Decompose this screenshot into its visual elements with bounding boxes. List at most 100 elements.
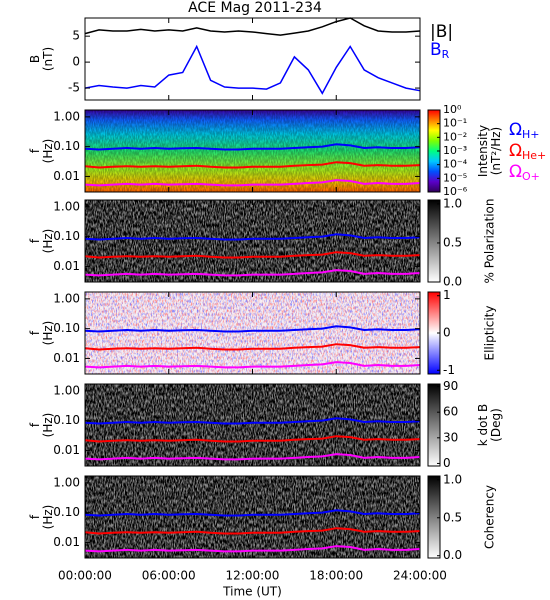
data-line: [84, 143, 421, 151]
y-tick-label: 1.00: [53, 199, 80, 213]
colorbar-label: (nT²/Hz): [489, 127, 503, 175]
colorbar-tick-label: 1.0: [443, 472, 462, 486]
spectrogram-noise: [85, 476, 420, 558]
y-axis-label: (Hz): [41, 505, 55, 530]
data-line: [84, 361, 421, 369]
y-axis-label: f: [28, 514, 42, 519]
data-line: [84, 545, 421, 553]
colorbar-tick-label: 30: [443, 430, 458, 444]
colorbar-tick-label: 1: [443, 288, 451, 302]
y-tick-label: 0.01: [53, 535, 80, 549]
legend-entry: ΩHe+: [509, 141, 546, 162]
y-tick-label: 0.10: [53, 139, 80, 153]
legend-subscript: He+: [522, 149, 546, 162]
data-line: [84, 233, 421, 241]
y-tick-label: 0.01: [53, 169, 80, 183]
colorbar: [427, 383, 441, 467]
legend-subscript: H+: [522, 128, 540, 141]
y-tick-label: 0: [72, 55, 80, 69]
legend-subscript: O+: [522, 170, 540, 183]
x-tick-label: 18:00:00: [309, 569, 363, 583]
spectrogram-noise: [85, 384, 420, 466]
y-tick-label: 0.10: [53, 413, 80, 427]
legend-label: Ω: [509, 120, 522, 140]
y-tick-label: 0.10: [53, 321, 80, 335]
data-line: [84, 44, 421, 95]
data-line: [84, 251, 421, 259]
y-axis-label: B: [28, 55, 42, 63]
y-axis-label: (Hz): [41, 139, 55, 164]
y-tick-label: 0.01: [53, 259, 80, 273]
colorbar-tick-label: 0: [443, 326, 451, 340]
y-tick-label: 5: [72, 29, 80, 43]
x-tick-label: 24:00:00: [393, 569, 447, 583]
y-tick-label: 0.01: [53, 443, 80, 457]
colorbar-tick-label: 1.0: [443, 196, 462, 210]
colorbar-label: (Deg): [489, 408, 503, 442]
colorbar-tick-label: 0.0: [443, 548, 462, 562]
y-tick-label: 1.00: [53, 291, 80, 305]
spectrogram-noise: [85, 200, 420, 282]
x-tick-label: 06:00:00: [142, 569, 196, 583]
colorbar-tick-label: -1: [443, 363, 455, 377]
legend-subscript: R: [442, 48, 450, 61]
colorbar-tick-label: 90: [443, 379, 458, 393]
colorbar-label: Coherency: [483, 485, 497, 549]
legend-entry: BR: [430, 40, 450, 61]
data-line: [84, 417, 421, 425]
colorbar-tick-label: 60: [443, 405, 458, 419]
y-tick-label: 1.00: [53, 109, 80, 123]
y-tick-label: 0.01: [53, 351, 80, 365]
data-line: [84, 435, 421, 443]
colorbar-label: Intensity: [476, 125, 490, 177]
colorbar-label: % Polarization: [483, 199, 497, 284]
colorbar-tick-label: 0.5: [443, 510, 462, 524]
y-tick-label: 1.00: [53, 475, 80, 489]
colorbar-tick-label: 10⁻⁶: [443, 185, 468, 198]
y-tick-label: 0.10: [53, 229, 80, 243]
colorbar-tick-label: 0.5: [443, 235, 462, 249]
data-line: [84, 509, 421, 517]
data-line: [84, 325, 421, 333]
y-axis-label: f: [28, 238, 42, 243]
y-axis-label: f: [28, 148, 42, 153]
colorbar: [427, 475, 441, 559]
legend-label: |B|: [430, 22, 453, 42]
y-axis-label: (Hz): [41, 413, 55, 438]
colorbar-label: Ellipticity: [483, 306, 497, 361]
colorbar-tick-label: 10⁻⁴: [443, 158, 468, 171]
data-line: [84, 17, 421, 36]
spectrogram-noise: [85, 110, 420, 192]
data-line: [84, 269, 421, 277]
data-line: [84, 179, 421, 187]
data-line: [84, 453, 421, 461]
y-axis-label: f: [28, 330, 42, 335]
legend-label: Ω: [509, 141, 522, 161]
colorbar-tick-label: 0.0: [443, 275, 462, 289]
y-axis-label: (Hz): [41, 229, 55, 254]
y-tick-label: -5: [68, 81, 80, 95]
chart-title: ACE Mag 2011-234: [188, 0, 322, 16]
legend-entry: ΩO+: [509, 162, 540, 183]
x-tick-label: 12:00:00: [226, 569, 280, 583]
colorbar-label: k dot B: [476, 404, 490, 446]
y-tick-label: 1.00: [53, 383, 80, 397]
legend-label: Ω: [509, 162, 522, 182]
colorbar-tick-label: 10⁻²: [443, 130, 467, 143]
data-line: [84, 161, 421, 169]
colorbar-tick-label: 10⁻³: [443, 144, 467, 157]
colorbar-tick-label: 10⁰: [443, 103, 462, 116]
colorbar-tick-label: 0: [443, 456, 451, 470]
y-tick-label: 0.10: [53, 505, 80, 519]
y-axis-label: f: [28, 422, 42, 427]
legend-entry: |B|: [430, 22, 453, 42]
colorbar-tick-label: 10⁻⁵: [443, 171, 467, 184]
colorbar: [427, 199, 441, 283]
legend-entry: ΩH+: [509, 120, 540, 141]
x-axis-label: Time (UT): [222, 585, 282, 599]
x-tick-label: 00:00:00: [58, 569, 112, 583]
colorbar-tick-label: 10⁻¹: [443, 117, 467, 130]
spectrogram-noise: [85, 292, 420, 374]
data-line: [84, 343, 421, 351]
